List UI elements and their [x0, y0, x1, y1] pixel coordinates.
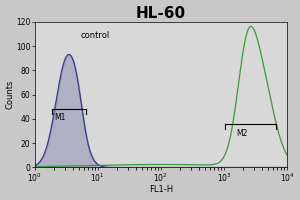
Text: M1: M1 [54, 113, 66, 122]
Text: control: control [80, 31, 109, 40]
Title: HL-60: HL-60 [136, 6, 186, 21]
Text: M2: M2 [236, 129, 248, 138]
Y-axis label: Counts: Counts [6, 80, 15, 109]
X-axis label: FL1-H: FL1-H [149, 185, 173, 194]
